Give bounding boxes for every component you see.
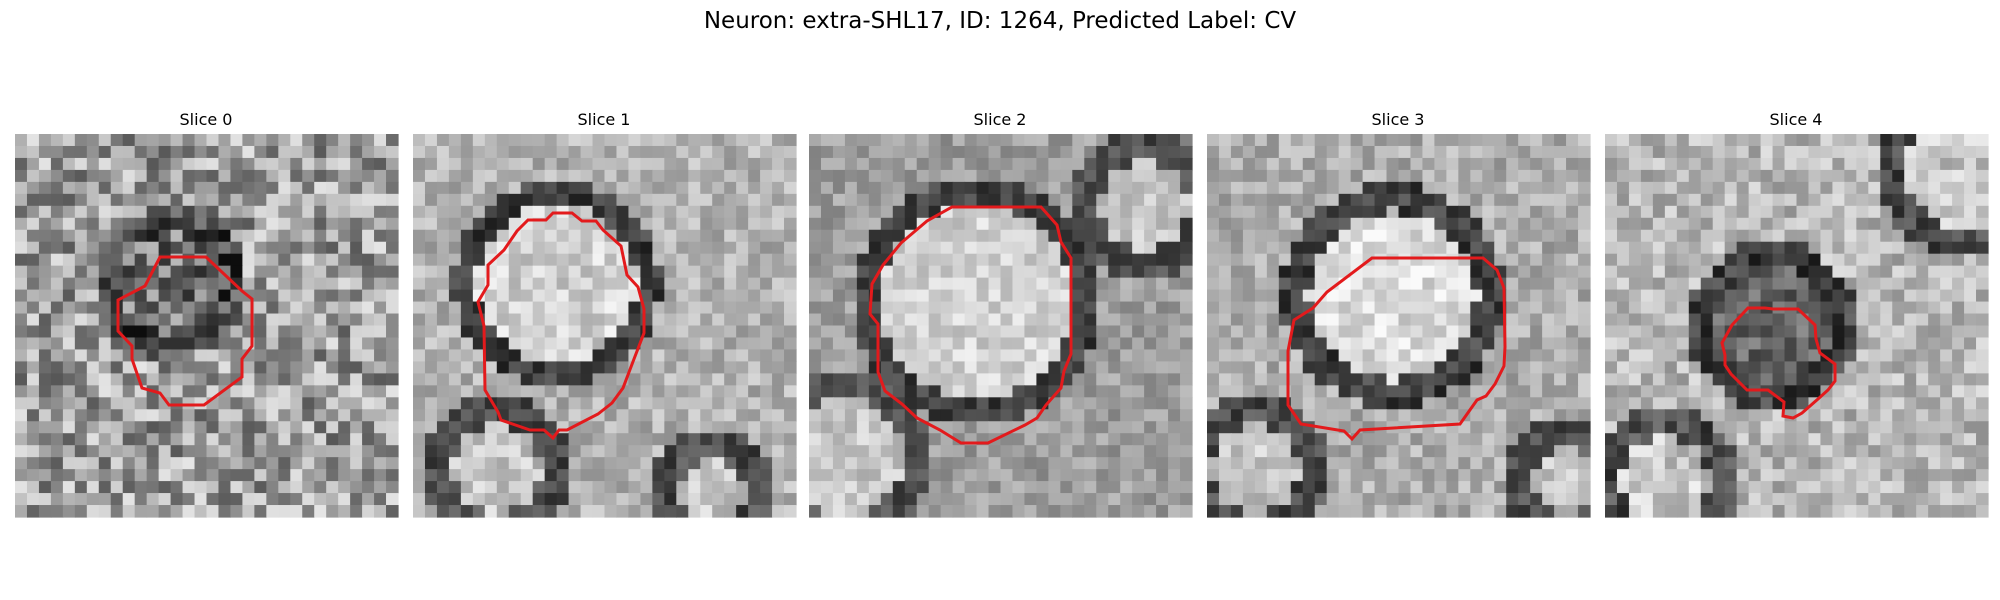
panel-slice-3: Slice 3 [1207,110,1591,518]
panel-title-slice-1: Slice 1 [578,110,631,129]
slice-1-contour [476,211,646,441]
slice-4-image [1605,134,1989,518]
slice-3-image [1207,134,1591,518]
panel-title-slice-4: Slice 4 [1770,110,1823,129]
panel-slice-4: Slice 4 [1605,110,1989,518]
figure-title: Neuron: extra-SHL17, ID: 1264, Predicted… [703,8,1297,34]
panel-title-slice-2: Slice 2 [974,110,1027,129]
slice-1-image [413,134,797,518]
panel-slice-1: Slice 1 [413,110,797,518]
slice-0-image [15,134,399,518]
slice-3-contour [1286,256,1507,442]
panel-title-slice-3: Slice 3 [1372,110,1425,129]
panel-title-slice-0: Slice 0 [180,110,233,129]
panel-slice-2: Slice 2 [809,110,1193,518]
slice-2-image [809,134,1193,518]
slice-0-contour [116,255,254,407]
panel-slice-0: Slice 0 [15,110,399,518]
slice-2-contour [868,205,1073,445]
slice-4-contour [1720,306,1837,420]
